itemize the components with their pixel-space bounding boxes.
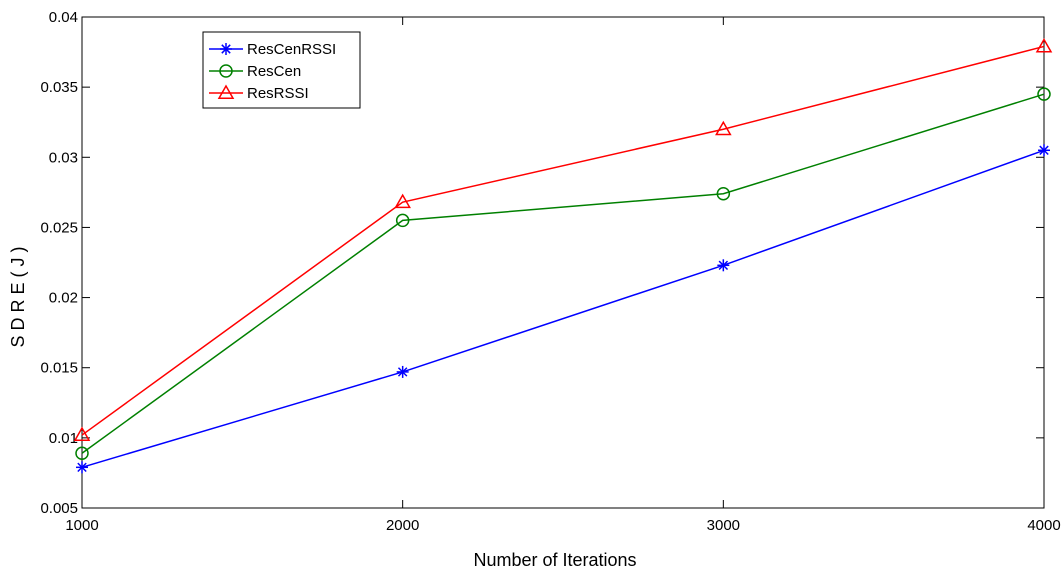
y-tick-label: 0.005 bbox=[40, 500, 78, 517]
x-tick-label: 1000 bbox=[65, 517, 98, 534]
series-ResCenRSSI bbox=[76, 144, 1050, 474]
data-point bbox=[1037, 87, 1051, 101]
data-point bbox=[394, 193, 411, 209]
data-point bbox=[76, 461, 88, 474]
x-tick-label: 2000 bbox=[386, 517, 419, 534]
asterisk-stroke bbox=[397, 367, 408, 377]
data-point bbox=[1035, 37, 1053, 53]
legend-label: ResCenRSSI bbox=[247, 41, 336, 58]
legend-marker bbox=[217, 84, 235, 99]
series-ResCen bbox=[75, 87, 1051, 461]
y-tick-label: 0.025 bbox=[40, 219, 78, 236]
series-line bbox=[81, 45, 1045, 436]
series-line bbox=[81, 93, 1045, 454]
y-tick-label: 0.02 bbox=[49, 290, 78, 307]
y-tick-label: 0.04 bbox=[49, 9, 78, 26]
data-point bbox=[396, 365, 409, 378]
series-line bbox=[81, 149, 1045, 469]
legend: ResCenRSSI ResCen ResRSSI bbox=[202, 31, 361, 109]
asterisk-stroke bbox=[1039, 145, 1049, 156]
x-tick-label: 4000 bbox=[1027, 517, 1060, 534]
asterisk-stroke bbox=[77, 462, 87, 473]
legend-marker bbox=[220, 43, 232, 55]
asterisk-stroke bbox=[221, 44, 231, 54]
y-tick-label: 0.035 bbox=[40, 79, 78, 96]
x-tick-label: 3000 bbox=[707, 517, 740, 534]
data-point bbox=[717, 259, 730, 272]
y-tick-label: 0.01 bbox=[49, 430, 78, 447]
y-axis: 0.005 0.01 0.015 0.02 0.025 0.03 0.035 0.04 bbox=[40, 9, 1044, 517]
y-tick-label: 0.015 bbox=[40, 360, 78, 377]
legend-item: ResRSSI bbox=[209, 84, 309, 102]
x-axis-label: Number of Iterations bbox=[473, 550, 636, 570]
legend-label: ResCen bbox=[247, 63, 301, 80]
legend-item: ResCenRSSI bbox=[209, 41, 336, 58]
series-ResRSSI bbox=[73, 37, 1053, 442]
legend-item: ResCen bbox=[209, 63, 301, 80]
data-point bbox=[75, 446, 89, 461]
series-layer bbox=[73, 37, 1053, 474]
y-tick-label: 0.03 bbox=[49, 149, 78, 166]
data-point bbox=[716, 187, 731, 201]
asterisk-stroke bbox=[718, 260, 729, 271]
legend-label: ResRSSI bbox=[247, 85, 309, 102]
data-point bbox=[395, 213, 410, 228]
data-point bbox=[73, 426, 91, 442]
data-point bbox=[1038, 144, 1050, 157]
x-axis: 1000 2000 3000 4000 bbox=[65, 17, 1061, 534]
legend-box bbox=[202, 31, 361, 109]
legend-marker bbox=[219, 64, 233, 78]
y-axis-label: S D R E ( J ) bbox=[8, 246, 28, 347]
data-point bbox=[715, 120, 732, 136]
